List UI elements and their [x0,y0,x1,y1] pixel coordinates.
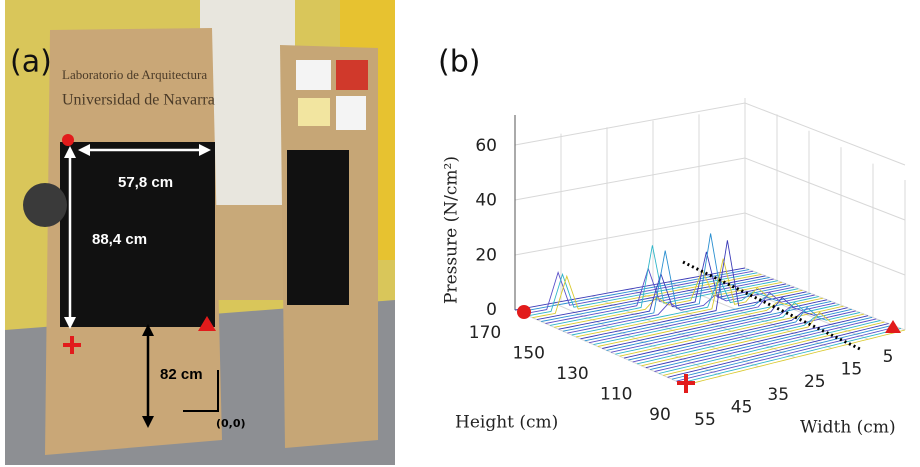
figure: Laboratorio de Arquitectura Universidad … [0,0,920,467]
width-tick-label: 55 [694,410,716,430]
logo [336,96,366,130]
surface-line [559,252,786,329]
height-tick-label: 110 [600,385,632,405]
surface-line [641,312,864,365]
height-tick-label: 150 [513,344,545,364]
origin-label: (0,0) [216,417,246,430]
width-tick-label: 5 [883,347,894,367]
dimension-label: 88,4 cm [92,231,147,248]
black-sheet [287,150,349,305]
sign-text: Laboratorio de Arquitectura [62,67,207,82]
height-tick-label: 130 [556,364,588,384]
photo: Laboratorio de Arquitectura Universidad … [5,0,395,465]
width-tick-label: 15 [841,360,863,380]
box [215,205,290,300]
width-tick-label: 25 [804,372,826,392]
logo [296,60,331,90]
grid-line [515,103,905,165]
z-tick-label: 60 [475,136,497,156]
height-tick-label: 90 [649,405,671,425]
z-tick-label: 20 [475,245,497,265]
logo [336,60,368,90]
surface-line [554,270,782,327]
width-tick-label: 45 [731,397,753,417]
z-axis-label: Pressure (N/cm²) [442,156,462,304]
dimension-label: 57,8 cm [118,174,173,191]
grid-line [515,158,905,220]
width-axis-label: Width (cm) [800,418,896,438]
logo [298,98,330,126]
panel-label: (b) [438,45,480,80]
dimension-label: 82 cm [160,366,203,383]
width-tick-label: 35 [767,385,789,405]
marker-circle [517,305,531,319]
sign-text: Universidad de Navarra [62,92,215,109]
marker-circle [62,134,74,146]
surface-plot: 0 20 40 60 170 150 130 110 90 55 45 35 25 15 5 [469,98,905,430]
z-tick-label: 0 [486,300,497,320]
panel-label: (a) [10,45,52,80]
height-axis-label: Height (cm) [455,413,558,433]
z-tick-label: 40 [475,191,497,211]
object [23,183,67,227]
height-tick-label: 170 [469,323,501,343]
